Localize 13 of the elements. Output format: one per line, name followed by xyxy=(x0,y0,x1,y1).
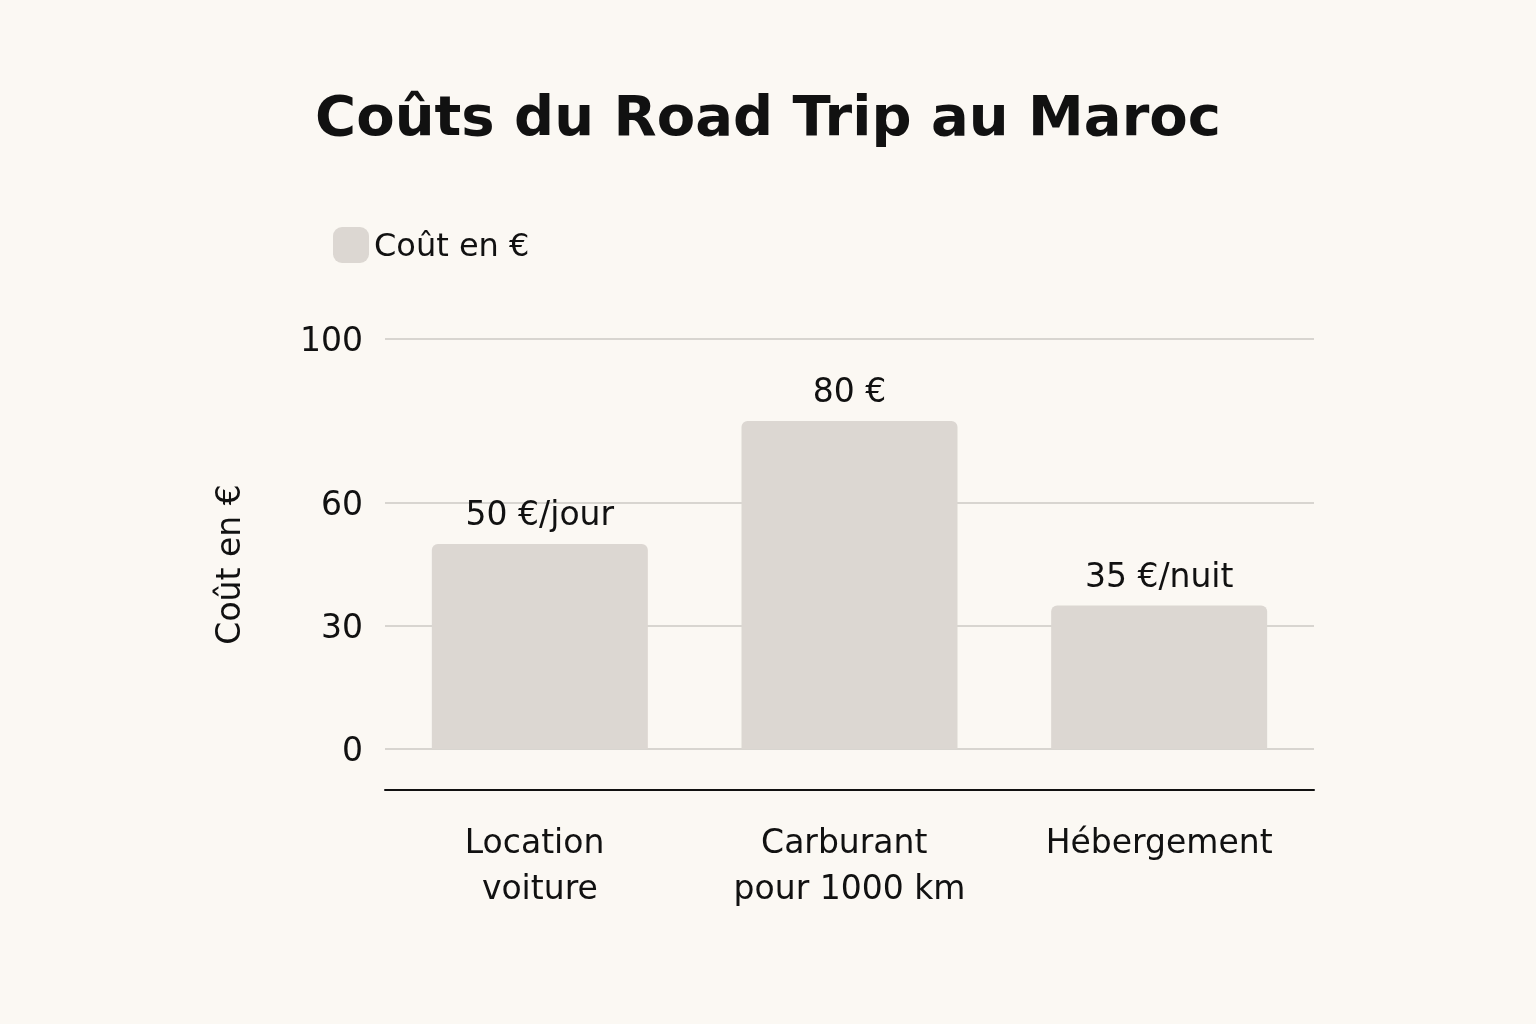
y-tick-label: 30 xyxy=(321,606,363,646)
legend-label: Coût en € xyxy=(374,226,530,264)
y-tick-label: 0 xyxy=(342,729,363,769)
data-label: 35 €/nuit xyxy=(1084,555,1234,595)
data-label: 80 € xyxy=(812,371,887,410)
y-tick-label: 100 xyxy=(300,319,363,359)
y-axis-title: Coût en € xyxy=(209,484,248,645)
chart-title: Coûts du Road Trip au Maroc xyxy=(315,82,1221,148)
x-tick-label: Location voiture xyxy=(464,821,615,907)
data-label: 50 €/jour xyxy=(465,494,615,533)
x-tick-label: Hébergement xyxy=(1045,821,1273,861)
x-tick-label: Carburant pour 1000 km xyxy=(733,821,966,907)
y-tick-label: 60 xyxy=(321,483,363,523)
